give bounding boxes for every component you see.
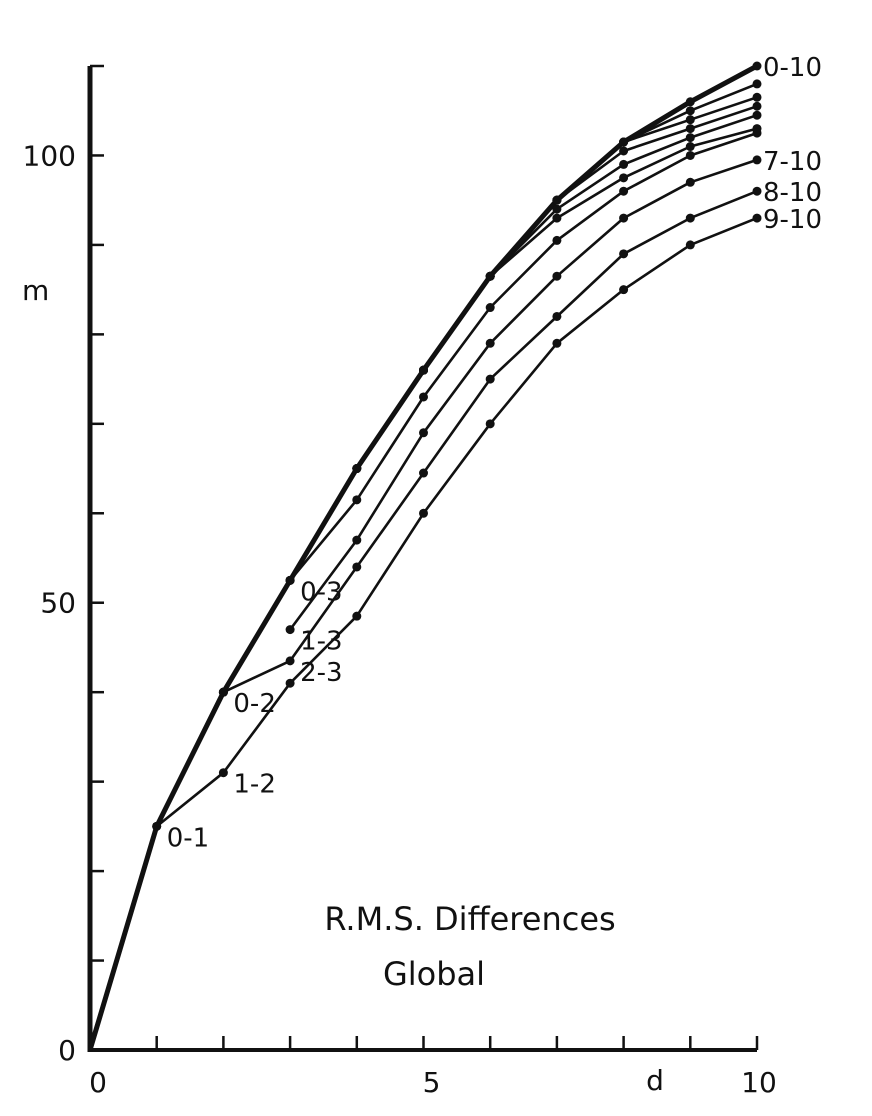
y-tick-label: 0 — [58, 1034, 76, 1067]
y-tick-label: 50 — [40, 587, 76, 620]
x-tick-label: 5 — [423, 1066, 441, 1099]
data-point — [485, 271, 495, 281]
curve-label: 1-3 — [300, 627, 342, 657]
curve-label: 0-3 — [300, 577, 342, 607]
data-point — [752, 101, 762, 111]
y-axis-label: m — [22, 274, 49, 307]
data-point — [552, 213, 562, 223]
series-line — [288, 96, 758, 582]
data-point — [752, 110, 762, 120]
data-point — [352, 562, 362, 572]
curve-label: 7-10 — [763, 147, 822, 177]
data-point — [552, 338, 562, 348]
data-point — [419, 508, 428, 518]
data-point — [419, 468, 428, 478]
y-tick-label: 100 — [23, 139, 76, 172]
curve-label: 1-2 — [233, 770, 275, 800]
x-axis-label: d — [646, 1064, 664, 1097]
data-point — [485, 338, 495, 348]
data-point — [552, 235, 562, 245]
data-point — [619, 159, 629, 169]
curve-label: 0-10 — [763, 53, 822, 83]
data-point — [685, 213, 695, 223]
data-point — [619, 186, 629, 196]
labels-layer: 0-10 7-108-109-10 0-3 1-3 0-2 2-3 1-2 0-1 — [167, 53, 822, 853]
series-line — [422, 113, 758, 371]
chart-subtitle: Global — [383, 955, 485, 993]
data-point — [685, 124, 695, 134]
data-point — [685, 142, 695, 152]
data-point — [619, 137, 629, 147]
data-point — [685, 240, 695, 250]
data-point — [752, 155, 762, 165]
data-point — [352, 464, 362, 474]
data-point — [685, 97, 695, 107]
data-point — [752, 186, 762, 196]
data-point — [619, 146, 629, 156]
data-point — [152, 821, 162, 831]
data-point — [552, 204, 562, 214]
data-point — [552, 311, 562, 321]
data-point — [485, 303, 495, 313]
data-point — [485, 419, 495, 429]
series-line — [222, 189, 758, 694]
curve-label: 8-10 — [763, 178, 822, 208]
data-point — [685, 115, 695, 125]
points-layer — [152, 61, 762, 831]
chart-title: R.M.S. Differences — [324, 900, 615, 938]
data-point — [419, 365, 428, 375]
data-point — [352, 611, 362, 621]
data-point — [285, 625, 295, 635]
data-point — [752, 128, 762, 138]
data-point — [619, 173, 629, 183]
curve-label: 9-10 — [763, 205, 822, 235]
series-line — [222, 131, 758, 693]
data-point — [685, 106, 695, 116]
data-point — [619, 285, 629, 295]
data-point — [218, 687, 228, 697]
data-point — [685, 150, 695, 160]
data-point — [685, 133, 695, 143]
data-point — [419, 428, 428, 438]
data-point — [752, 92, 762, 102]
curve-label: 2-3 — [300, 658, 342, 688]
curve-label: 0-2 — [233, 689, 275, 719]
data-point — [285, 678, 295, 688]
data-point — [685, 177, 695, 187]
data-point — [352, 535, 362, 545]
data-point — [485, 374, 495, 384]
curve-label: 0-1 — [167, 823, 209, 853]
data-point — [752, 79, 762, 89]
data-point — [752, 61, 762, 71]
data-point — [619, 249, 629, 259]
series-line — [355, 105, 758, 470]
data-point — [552, 195, 562, 205]
series-line — [155, 216, 758, 828]
data-point — [285, 575, 295, 585]
data-point — [285, 656, 295, 666]
series-line — [289, 158, 758, 631]
data-point — [752, 213, 762, 223]
data-point — [419, 392, 428, 402]
data-point — [352, 495, 362, 505]
x-tick-label: 10 — [741, 1066, 777, 1099]
data-point — [218, 768, 228, 778]
x-tick-label: 0 — [89, 1066, 107, 1099]
data-point — [552, 271, 562, 281]
data-point — [619, 213, 629, 223]
